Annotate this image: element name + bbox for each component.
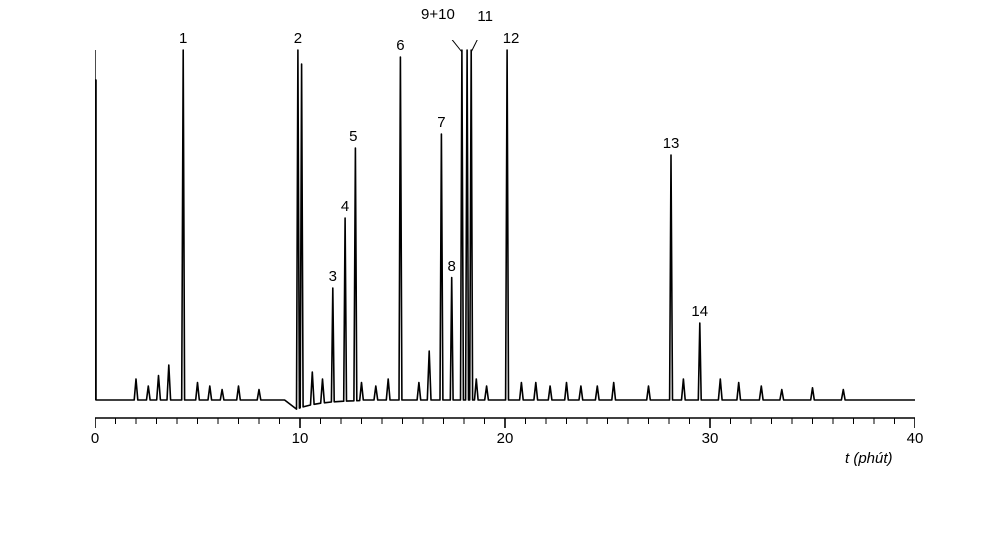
peak-label-5: 5 [349, 128, 357, 145]
peak-label-7: 7 [437, 114, 445, 131]
peak-label-2: 2 [294, 30, 302, 47]
peak-label-6: 6 [396, 37, 404, 54]
peak-label-3: 3 [329, 268, 337, 285]
peak-label-11: 11 [477, 8, 493, 25]
peak-label-12: 12 [503, 30, 520, 47]
peak-label-4: 4 [341, 198, 349, 215]
label-layer: 123456789+1011121314 [95, 40, 915, 440]
x-tick-40: 40 [907, 430, 924, 447]
peak-label-13: 13 [663, 135, 680, 152]
peak-label-14: 14 [691, 303, 708, 320]
x-tick-30: 30 [702, 430, 719, 447]
x-axis-title: t (phút) [845, 450, 893, 467]
peak-label-1: 1 [179, 30, 187, 47]
x-tick-20: 20 [497, 430, 514, 447]
x-tick-labels: 010203040 [95, 430, 915, 452]
x-tick-0: 0 [91, 430, 99, 447]
peak-label-9-10: 9+10 [421, 6, 455, 23]
x-tick-10: 10 [292, 430, 309, 447]
peak-label-8: 8 [448, 258, 456, 275]
